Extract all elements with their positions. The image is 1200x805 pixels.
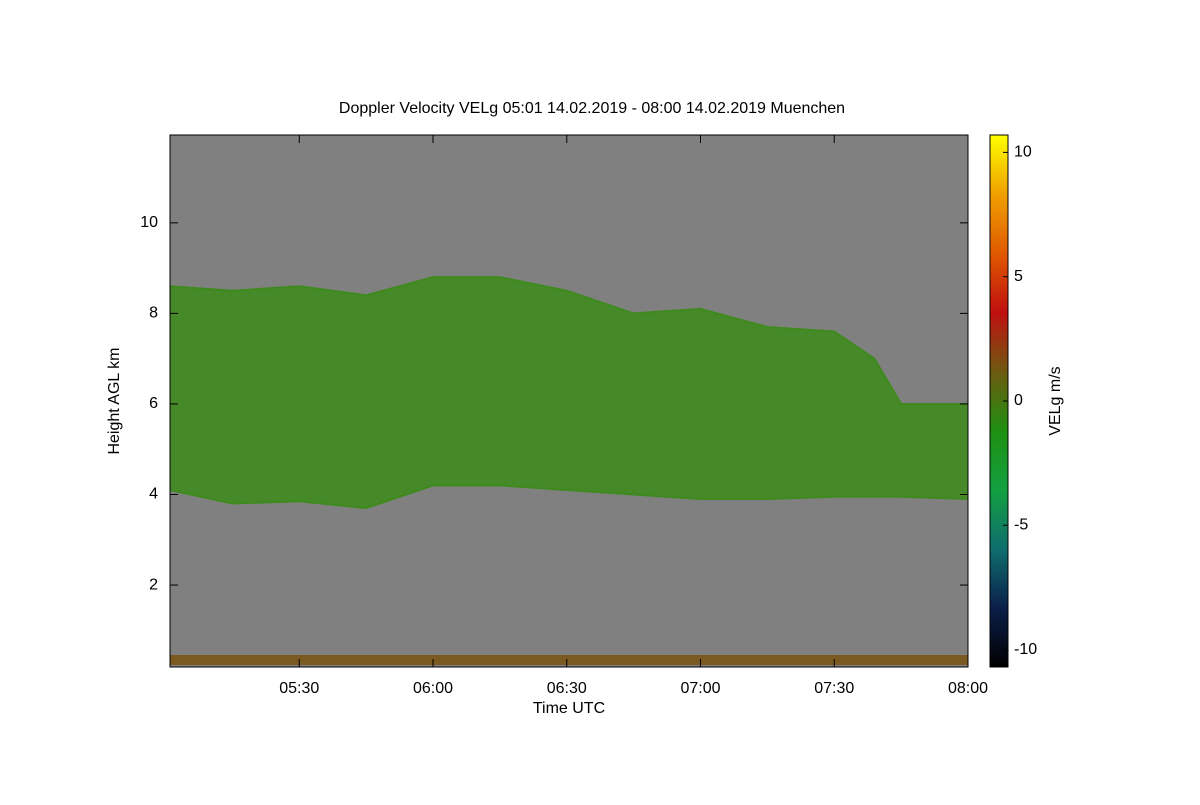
x-tick-label: 06:00: [413, 680, 453, 697]
ground-clutter: [170, 655, 968, 665]
x-axis-label: Time UTC: [533, 700, 605, 717]
x-tick-label: 07:30: [814, 680, 854, 697]
plot-frame: [169, 134, 969, 668]
colorbar-tick-label: -10: [1014, 641, 1037, 658]
y-tick-label: 6: [149, 395, 158, 412]
y-tick-label: 2: [149, 576, 158, 593]
x-tick-label: 05:30: [279, 680, 319, 697]
cloud-top: [169, 276, 968, 405]
colorbar-tick-label: 10: [1014, 144, 1032, 161]
cloud-fill: [170, 277, 968, 509]
colorbar-label: VELg m/s: [1047, 366, 1064, 435]
x-tick-label: 06:30: [547, 680, 587, 697]
colorbar-tick-label: -5: [1014, 517, 1028, 534]
x-tick-label: 07:00: [680, 680, 720, 697]
x-tick-label: 08:00: [948, 680, 988, 697]
y-tick-label: 10: [140, 214, 158, 231]
colorbar-tick-label: 0: [1014, 392, 1023, 409]
y-tick-label: 8: [149, 305, 158, 322]
y-tick-label: 4: [149, 486, 158, 503]
y-axis-label: Height AGL km: [106, 347, 123, 454]
colorbar-tick-label: 5: [1014, 268, 1023, 285]
cloud-base: [169, 484, 969, 510]
chart-title: Doppler Velocity VELg 05:01 14.02.2019 -…: [339, 100, 845, 117]
